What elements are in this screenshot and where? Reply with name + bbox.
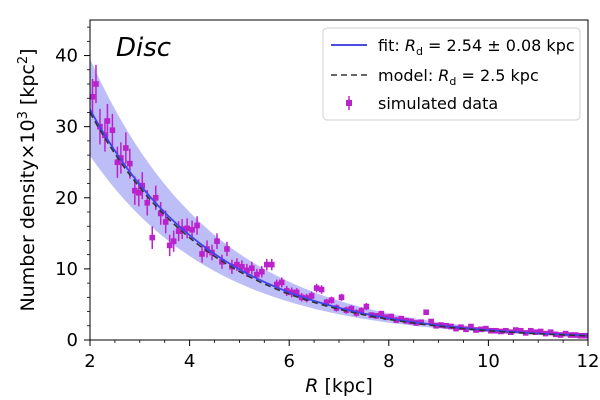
data-point-79: [468, 323, 474, 330]
data-point-14: [149, 234, 156, 241]
data-point-18: [166, 242, 173, 249]
x-tick-label-10: 10: [477, 351, 500, 372]
y-tick-label-20: 20: [55, 188, 78, 209]
data-point-36: [254, 271, 260, 278]
data-point-48: [313, 285, 320, 291]
axis-ticks-group: 2 4 6 8 10 12 0 10 20 30 40: [55, 26, 600, 372]
data-point-57: [358, 308, 365, 314]
data-point-24: [194, 222, 200, 229]
data-point-11: [136, 190, 142, 196]
legend-data-marker: [346, 100, 352, 106]
model-line: [90, 112, 588, 337]
data-point-51: [328, 297, 335, 303]
data-point-76: [453, 325, 459, 332]
data-point-91: [527, 327, 534, 334]
legend-fit-label: fit: Rd = 2.54 ± 0.08 kpc: [378, 36, 575, 58]
data-point-58: [363, 303, 370, 310]
x-tick-label-6: 6: [283, 351, 294, 372]
data-point-40: [273, 281, 280, 288]
data-point-10: [132, 187, 138, 194]
data-point-34: [244, 267, 250, 274]
data-point-44: [293, 289, 300, 296]
fit-uncertainty-band: [90, 58, 588, 337]
y-tick-label-0: 0: [67, 330, 78, 351]
curves-group: [90, 109, 588, 337]
data-point-8: [123, 145, 129, 151]
data-point-50: [323, 299, 330, 306]
data-point-28: [214, 238, 220, 244]
data-point-32: [234, 261, 240, 268]
data-point-17: [162, 219, 169, 225]
x-tick-label-2: 2: [84, 351, 95, 372]
data-point-93: [537, 328, 544, 335]
x-tick-label-12: 12: [577, 351, 600, 372]
data-point-33: [239, 263, 245, 270]
data-point-39: [268, 261, 275, 268]
data-points-group: [90, 64, 588, 339]
data-point-0: [90, 94, 96, 100]
legend-box: [322, 27, 581, 121]
data-point-1: [93, 81, 99, 87]
data-point-16: [157, 210, 164, 217]
data-point-19: [170, 238, 177, 244]
data-point-15: [152, 194, 159, 201]
data-point-78: [463, 326, 469, 333]
legend-model-label: model: Rd = 2.5 kpc: [378, 66, 539, 88]
data-point-37: [259, 268, 265, 275]
legend: fit: Rd = 2.54 ± 0.08 kpc model: Rd = 2.…: [322, 27, 581, 121]
data-point-49: [318, 286, 325, 293]
data-point-98: [562, 330, 569, 337]
data-point-30: [224, 246, 230, 252]
data-point-9: [127, 160, 133, 167]
data-point-65: [398, 315, 405, 322]
legend-data-label: simulated data: [378, 94, 498, 113]
data-point-89: [517, 327, 524, 334]
data-point-35: [249, 265, 255, 271]
panel-title: Disc: [116, 33, 171, 63]
data-point-69: [418, 319, 424, 326]
y-axis-label: Number density×103 [kpc2]: [16, 48, 39, 311]
data-point-80: [473, 327, 479, 333]
data-point-71: [428, 318, 434, 325]
y-tick-label-10: 10: [55, 259, 78, 280]
data-point-61: [378, 310, 385, 317]
data-point-47: [308, 293, 315, 299]
x-tick-label-8: 8: [383, 351, 394, 372]
x-tick-label-4: 4: [184, 351, 195, 372]
data-point-70: [423, 309, 429, 316]
data-point-92: [532, 329, 539, 335]
data-point-20: [175, 228, 182, 234]
data-point-55: [348, 305, 355, 312]
data-point-53: [338, 294, 345, 301]
data-point-95: [547, 329, 554, 335]
x-axis-label: R [kpc]: [305, 375, 373, 397]
data-point-82: [483, 325, 489, 332]
data-point-41: [278, 279, 285, 286]
y-tick-label-30: 30: [55, 117, 78, 138]
data-point-25: [199, 251, 205, 257]
y-tick-label-40: 40: [55, 46, 78, 67]
data-point-23: [189, 226, 195, 233]
data-point-88: [512, 327, 519, 333]
data-point-63: [388, 313, 395, 320]
fit-uncertainty-band-group: [90, 58, 588, 337]
data-point-22: [184, 225, 190, 232]
data-point-5: [109, 127, 116, 134]
data-point-12: [139, 182, 146, 189]
data-point-4: [104, 118, 111, 124]
data-point-38: [263, 261, 270, 268]
data-point-13: [144, 199, 151, 206]
data-point-6: [114, 159, 121, 166]
